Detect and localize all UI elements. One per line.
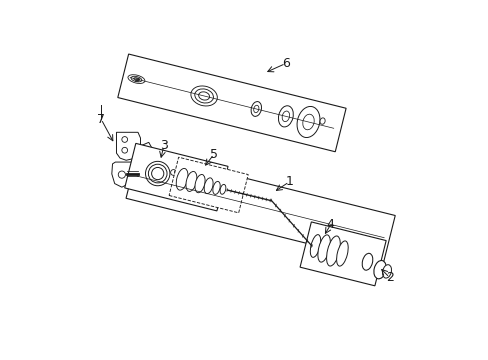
Ellipse shape — [319, 118, 325, 124]
Ellipse shape — [310, 235, 320, 257]
Polygon shape — [126, 151, 394, 262]
Text: 1: 1 — [285, 175, 293, 188]
Ellipse shape — [212, 181, 220, 194]
Ellipse shape — [190, 86, 217, 106]
Polygon shape — [140, 142, 152, 155]
Ellipse shape — [194, 89, 213, 103]
Ellipse shape — [317, 235, 330, 262]
Ellipse shape — [128, 75, 144, 84]
Text: 7: 7 — [97, 113, 105, 126]
Ellipse shape — [151, 167, 163, 180]
Ellipse shape — [220, 184, 225, 194]
Ellipse shape — [118, 171, 125, 178]
Ellipse shape — [170, 170, 176, 175]
Ellipse shape — [296, 107, 319, 138]
Ellipse shape — [198, 92, 209, 100]
Ellipse shape — [174, 170, 180, 175]
Polygon shape — [300, 222, 386, 286]
Ellipse shape — [362, 253, 372, 270]
Polygon shape — [124, 143, 227, 211]
Ellipse shape — [204, 178, 213, 194]
Polygon shape — [112, 162, 132, 187]
Polygon shape — [116, 132, 140, 160]
Ellipse shape — [382, 265, 391, 278]
Ellipse shape — [251, 102, 261, 116]
Text: 5: 5 — [209, 148, 218, 161]
Ellipse shape — [195, 175, 204, 193]
Ellipse shape — [122, 147, 127, 153]
Text: 6: 6 — [281, 57, 289, 70]
Ellipse shape — [373, 261, 386, 279]
Ellipse shape — [131, 76, 142, 82]
Ellipse shape — [122, 136, 127, 142]
Ellipse shape — [336, 241, 347, 266]
Ellipse shape — [148, 164, 167, 183]
Text: 3: 3 — [160, 139, 167, 152]
Ellipse shape — [326, 236, 340, 266]
Polygon shape — [169, 157, 248, 213]
Text: 4: 4 — [326, 218, 334, 231]
Ellipse shape — [253, 105, 258, 113]
Ellipse shape — [282, 111, 289, 122]
Ellipse shape — [278, 106, 293, 127]
Ellipse shape — [145, 161, 169, 186]
Ellipse shape — [133, 78, 139, 81]
Ellipse shape — [176, 168, 187, 190]
Text: 2: 2 — [385, 271, 393, 284]
Polygon shape — [118, 54, 346, 152]
Ellipse shape — [302, 114, 314, 130]
Ellipse shape — [185, 171, 197, 192]
